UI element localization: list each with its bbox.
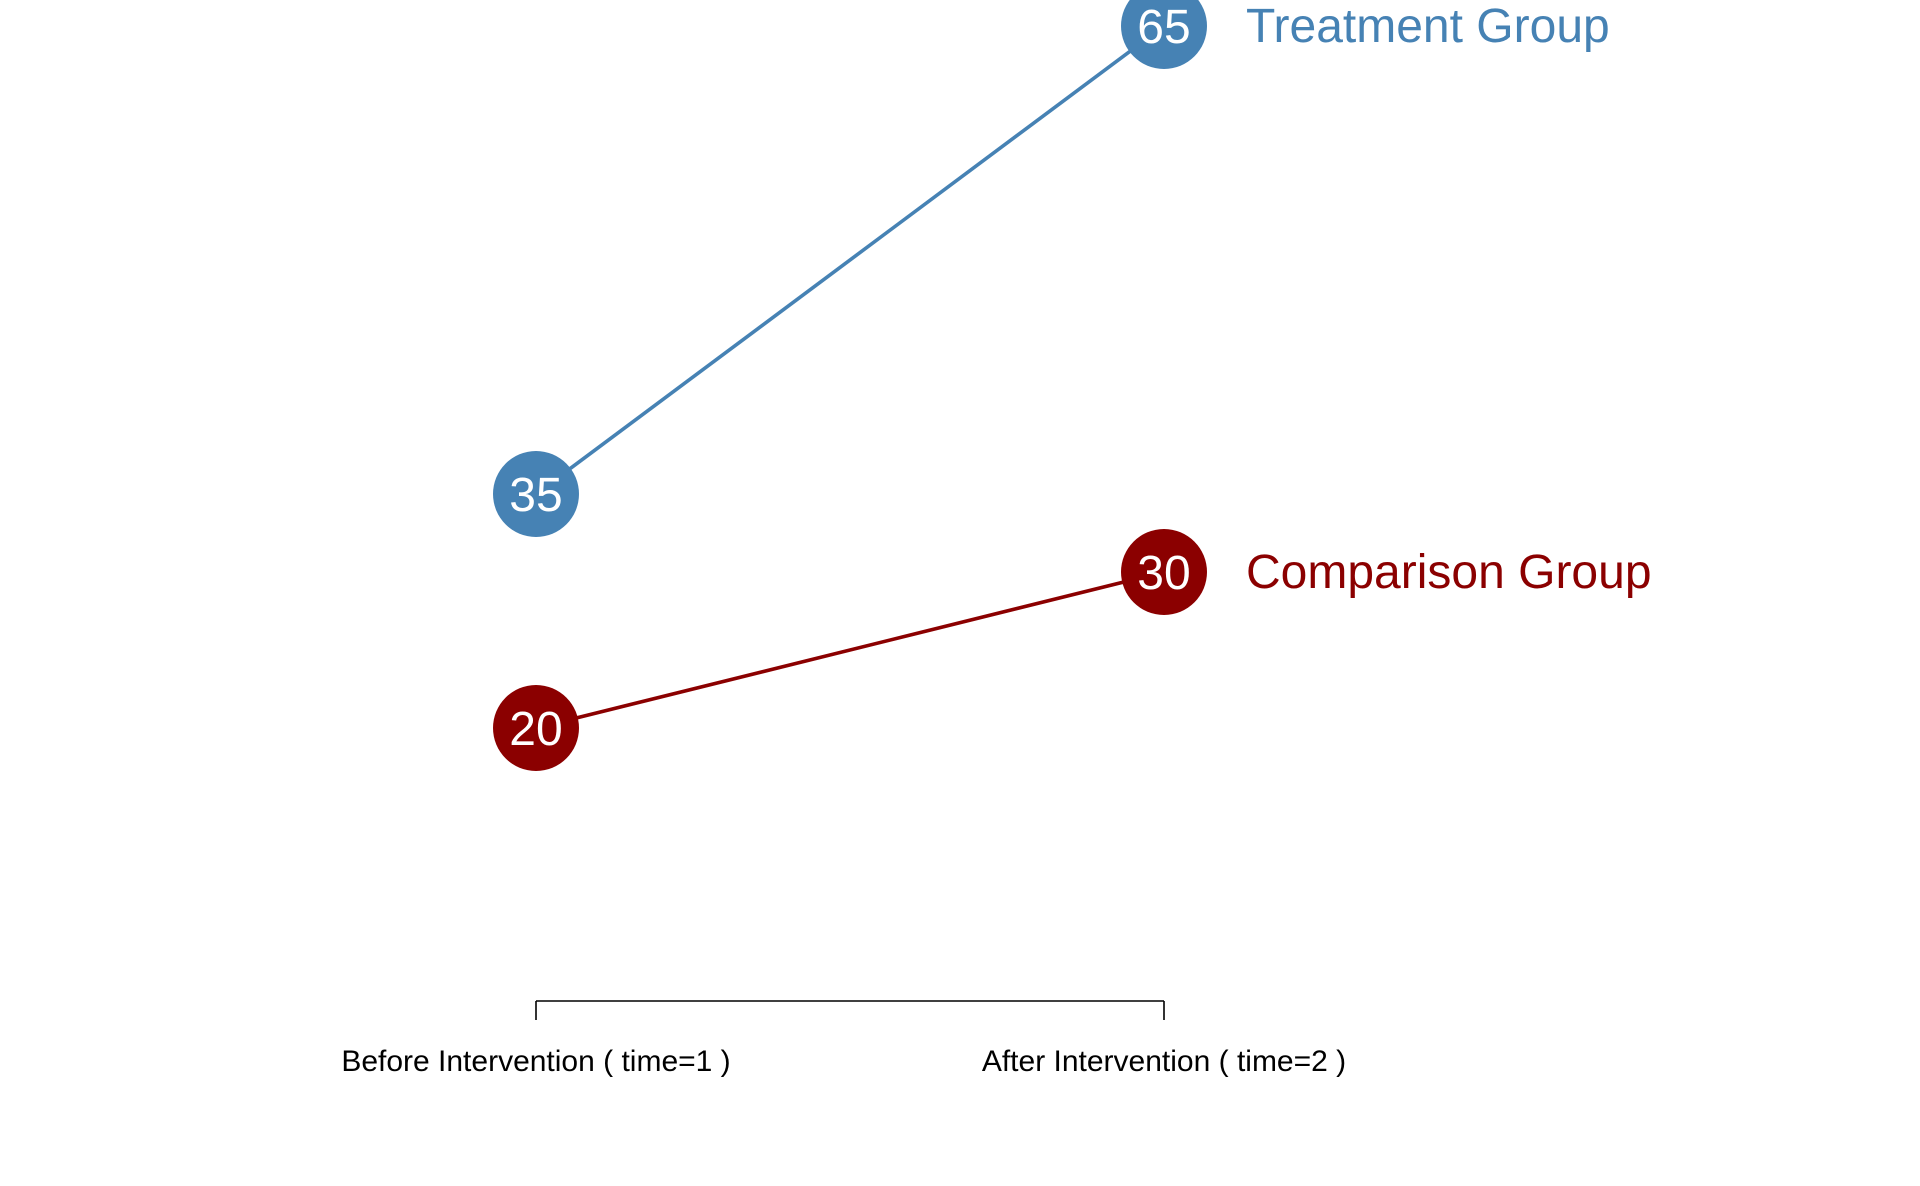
data-label: 20 (509, 703, 562, 756)
data-point (1121, 0, 1207, 69)
series-label: Treatment Group (1246, 0, 1610, 53)
data-point (1121, 529, 1207, 615)
series-label: Comparison Group (1246, 546, 1652, 599)
series-line (535, 570, 1165, 730)
series-line (534, 24, 1166, 496)
x-tick-label: After Intervention ( time=2 ) (982, 1045, 1346, 1078)
data-label: 30 (1137, 547, 1190, 600)
data-label: 65 (1137, 1, 1190, 54)
data-point (493, 685, 579, 771)
x-tick-label: Before Intervention ( time=1 ) (341, 1045, 730, 1078)
data-label: 35 (509, 469, 562, 522)
series-labels-layer: Treatment Group Comparison Group (1246, 0, 1652, 599)
data-point (493, 451, 579, 537)
series-0: 35 65 (493, 0, 1207, 537)
x-axis: Before Intervention ( time=1 ) After Inte… (341, 1000, 1346, 1078)
